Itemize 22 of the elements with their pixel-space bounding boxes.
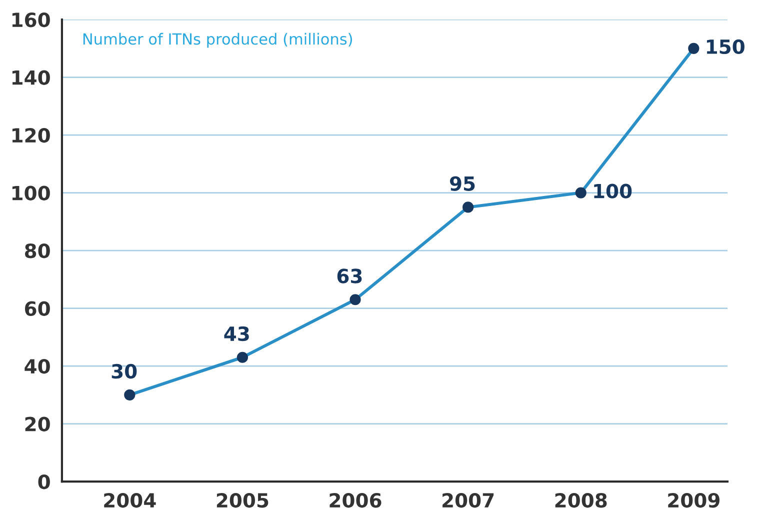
x-tick-label: 2007 bbox=[442, 492, 494, 508]
y-tick-label: 140 bbox=[12, 70, 50, 85]
data-label: 63 bbox=[337, 268, 362, 284]
x-tick-label: 2006 bbox=[330, 492, 382, 508]
y-tick-label: 20 bbox=[25, 416, 50, 432]
data-label: 100 bbox=[594, 184, 632, 198]
y-tick-label: 100 bbox=[12, 186, 50, 200]
y-tick-label: 60 bbox=[25, 301, 50, 316]
y-tick-label: 80 bbox=[24, 243, 50, 258]
text: Number of ITNs produced (millions) bbox=[83, 32, 352, 48]
data-label: 95 bbox=[450, 176, 475, 191]
x-tick-label: 2008 bbox=[555, 492, 607, 508]
y-tick-label: 40 bbox=[24, 358, 50, 374]
data-label: 30 bbox=[112, 364, 137, 379]
y-tick-label: 0 bbox=[38, 474, 50, 490]
data-label: 150 bbox=[706, 39, 744, 54]
data-label: 43 bbox=[224, 326, 249, 342]
x-tick-label: 2005 bbox=[216, 492, 268, 508]
x-tick-label: 2004 bbox=[104, 492, 156, 508]
x-tick-label: 2009 bbox=[668, 492, 720, 508]
y-tick-label: 160 bbox=[12, 12, 50, 28]
y-tick-label: 120 bbox=[12, 128, 50, 143]
